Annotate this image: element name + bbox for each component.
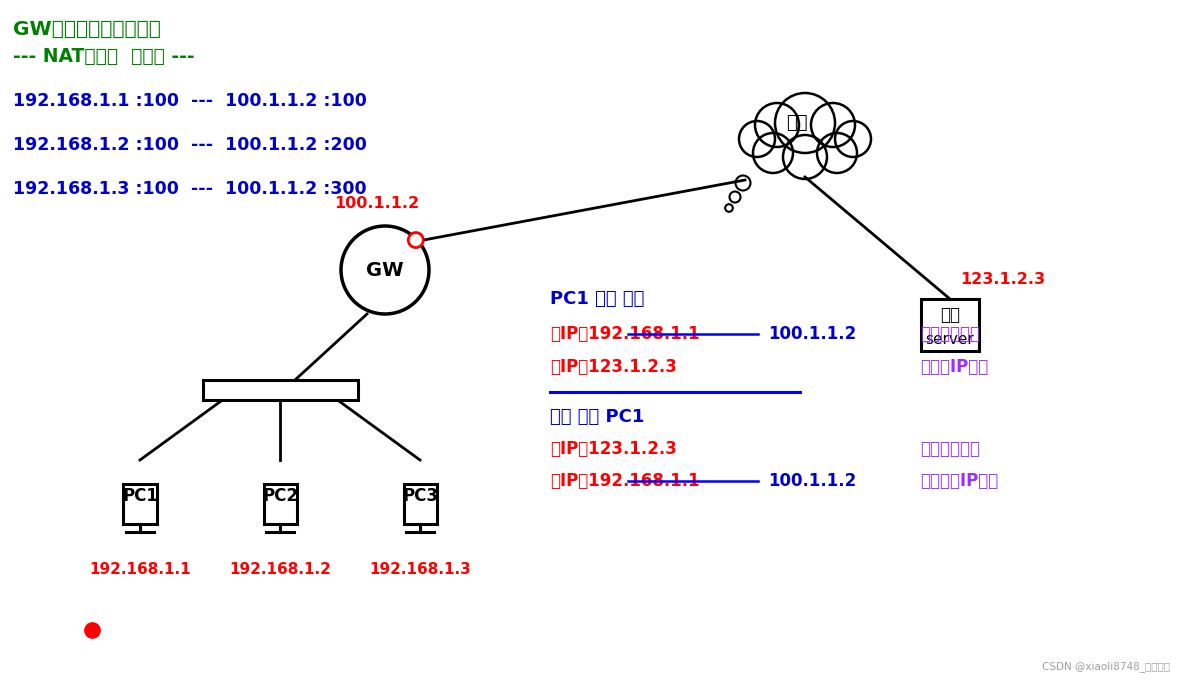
Circle shape	[409, 233, 423, 248]
Circle shape	[817, 133, 857, 173]
Text: 百度 回复 PC1: 百度 回复 PC1	[550, 408, 645, 426]
FancyBboxPatch shape	[921, 299, 979, 351]
Text: 123.1.2.3: 123.1.2.3	[960, 271, 1045, 286]
Circle shape	[730, 192, 740, 203]
Text: 源IP：192.168.1.1: 源IP：192.168.1.1	[550, 325, 699, 343]
FancyBboxPatch shape	[263, 484, 296, 524]
FancyBboxPatch shape	[124, 484, 157, 524]
Circle shape	[736, 175, 750, 190]
Text: 百度: 百度	[940, 306, 960, 324]
Text: 192.168.1.1: 192.168.1.1	[90, 562, 191, 577]
Text: 192.168.1.3: 192.168.1.3	[370, 562, 471, 577]
Circle shape	[725, 204, 732, 211]
Text: server: server	[926, 332, 974, 347]
Circle shape	[739, 121, 775, 157]
Text: CSDN @xiaoli8748_软件开发: CSDN @xiaoli8748_软件开发	[1042, 661, 1170, 672]
Text: 源IP：123.1.2.3: 源IP：123.1.2.3	[550, 440, 677, 458]
Circle shape	[835, 121, 872, 157]
Text: 192.168.1.2 :100  ---  100.1.1.2 :200: 192.168.1.2 :100 --- 100.1.1.2 :200	[13, 136, 367, 154]
Circle shape	[775, 93, 835, 153]
Text: PC2: PC2	[262, 487, 298, 505]
Text: 电信: 电信	[787, 114, 808, 132]
Text: 192.168.1.3 :100  ---  100.1.1.2 :300: 192.168.1.3 :100 --- 100.1.1.2 :300	[13, 180, 366, 198]
Text: 目IP：192.168.1.1: 目IP：192.168.1.1	[550, 472, 699, 490]
Circle shape	[811, 103, 855, 147]
Text: 100.1.1.2: 100.1.1.2	[768, 325, 856, 343]
Text: 100.1.1.2: 100.1.1.2	[768, 472, 856, 490]
Text: PC1 访问 百度: PC1 访问 百度	[550, 290, 645, 308]
FancyBboxPatch shape	[202, 380, 358, 400]
Text: 目IP：123.1.2.3: 目IP：123.1.2.3	[550, 358, 677, 376]
Text: GW: GW	[366, 260, 404, 279]
Text: GW设备产生一张记录表: GW设备产生一张记录表	[13, 20, 161, 39]
Text: 发出去的时候: 发出去的时候	[920, 325, 980, 343]
Text: 192.168.1.2: 192.168.1.2	[229, 562, 331, 577]
FancyBboxPatch shape	[404, 484, 437, 524]
Text: 192.168.1.1 :100  ---  100.1.1.2 :100: 192.168.1.1 :100 --- 100.1.1.2 :100	[13, 92, 367, 110]
Text: PC3: PC3	[402, 487, 438, 505]
Circle shape	[341, 226, 429, 314]
Text: 发回来的时候: 发回来的时候	[920, 440, 980, 458]
Circle shape	[753, 133, 792, 173]
Circle shape	[783, 135, 827, 179]
Text: 100.1.1.2: 100.1.1.2	[334, 197, 419, 211]
Circle shape	[755, 103, 800, 147]
Text: --- NAT转换表  映射表 ---: --- NAT转换表 映射表 ---	[13, 47, 195, 66]
Text: 转换源IP地址: 转换源IP地址	[920, 358, 988, 376]
Text: 转换目的IP地址: 转换目的IP地址	[920, 472, 998, 490]
Text: PC1: PC1	[122, 487, 158, 505]
